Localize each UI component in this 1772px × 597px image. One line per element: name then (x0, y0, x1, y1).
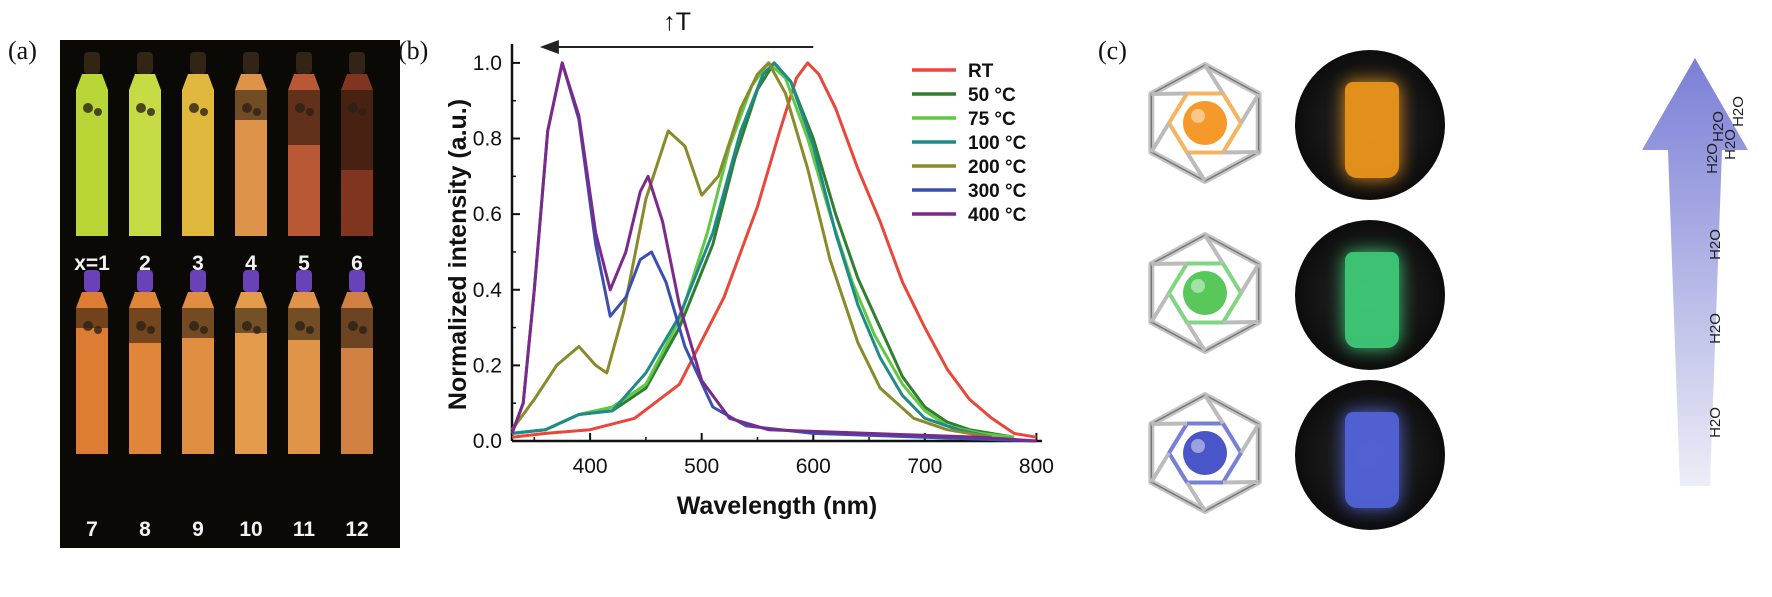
vial (235, 52, 267, 236)
legend-label: 75 °C (968, 109, 1016, 130)
legend-label: RT (968, 61, 994, 82)
legend-label: 50 °C (968, 85, 1016, 106)
vial (129, 270, 161, 454)
x-tick-label: 500 (684, 455, 719, 478)
vial-label: 8 (139, 518, 151, 541)
vial-label: 3 (192, 252, 204, 275)
x-tick-label: 600 (796, 455, 831, 478)
emission-spectra-chart: 400 500 600 700 800 0.0 0.2 0.4 0.6 0.8 1.0 Wavelen… (444, 8, 1054, 520)
cage-structure (1148, 62, 1262, 184)
glowing-vial (1345, 252, 1399, 348)
vial-label: 2 (139, 252, 151, 275)
y-tick-label: 0.6 (473, 203, 502, 226)
vial (129, 52, 161, 236)
y-tick-label: 0.4 (473, 279, 503, 302)
emission-photo (1295, 380, 1445, 530)
guest-sphere (1183, 101, 1227, 145)
panel-c-label: (c) (1098, 36, 1127, 65)
series-line (511, 61, 1037, 439)
panel-a-label: (a) (8, 36, 37, 65)
water-molecule-label: H2O (1706, 407, 1724, 438)
y-tick-label: 0.8 (473, 128, 502, 151)
water-molecule-label: H2O (1703, 143, 1721, 174)
emission-photo (1295, 50, 1445, 200)
vial-label: 12 (345, 518, 369, 541)
vial (341, 52, 373, 236)
legend-label: 400 °C (968, 205, 1027, 226)
y-tick-label: 1.0 (473, 52, 502, 75)
series-line (510, 61, 1037, 443)
vial (76, 270, 108, 454)
temperature-annotation: ↑T (663, 8, 691, 36)
vial-label: 4 (245, 252, 257, 275)
guest-sphere (1183, 431, 1227, 475)
y-tick-label: 0.0 (473, 430, 502, 453)
cage-structure (1148, 232, 1262, 354)
y-axis-label: Normalized intensity (a.u.) (444, 99, 472, 410)
glowing-vial (1345, 412, 1399, 508)
panel-c-figure: H2O H2O H2O H2O H2O H2O H2O (1148, 40, 1765, 560)
temperature-arrow-head (539, 40, 559, 54)
x-axis-label: Wavelength (nm) (677, 492, 877, 520)
vial (182, 52, 214, 236)
legend-label: 100 °C (968, 133, 1027, 154)
cage-structure (1148, 392, 1262, 514)
legend-label: 300 °C (968, 181, 1027, 202)
vial-label: x=1 (74, 252, 110, 275)
x-tick-label: 400 (573, 455, 608, 478)
vial-label: 9 (192, 518, 204, 541)
vial-label: 6 (351, 252, 363, 275)
water-molecule-label: H2O (1721, 129, 1739, 160)
vial-label: 5 (298, 252, 310, 275)
vial (288, 52, 320, 236)
vial (182, 270, 214, 454)
vial-label: 11 (292, 518, 316, 541)
vial-label: 10 (239, 518, 263, 541)
guest-sphere (1183, 271, 1227, 315)
glowing-vial (1345, 82, 1399, 178)
panel-b-label: (b) (398, 36, 429, 65)
vial (235, 270, 267, 454)
series-line (511, 61, 993, 439)
vial (76, 52, 108, 236)
vial (341, 270, 373, 454)
series-line (510, 61, 993, 439)
water-molecule-label: H2O (1706, 313, 1724, 344)
hydration-arrow (1642, 58, 1748, 486)
vial-photograph: x=1 2 3 4 5 6 7 8 9 10 11 12 (60, 40, 400, 548)
x-tick-label: 700 (907, 455, 942, 478)
y-tick-label: 0.2 (473, 354, 502, 377)
water-molecule-label: H2O (1729, 96, 1747, 127)
vial (288, 270, 320, 454)
x-tick-label: 800 (1019, 455, 1054, 478)
water-molecule-label: H2O (1706, 229, 1724, 260)
emission-photo (1295, 220, 1445, 370)
legend-label: 200 °C (968, 157, 1027, 178)
vial-label: 7 (86, 518, 98, 541)
